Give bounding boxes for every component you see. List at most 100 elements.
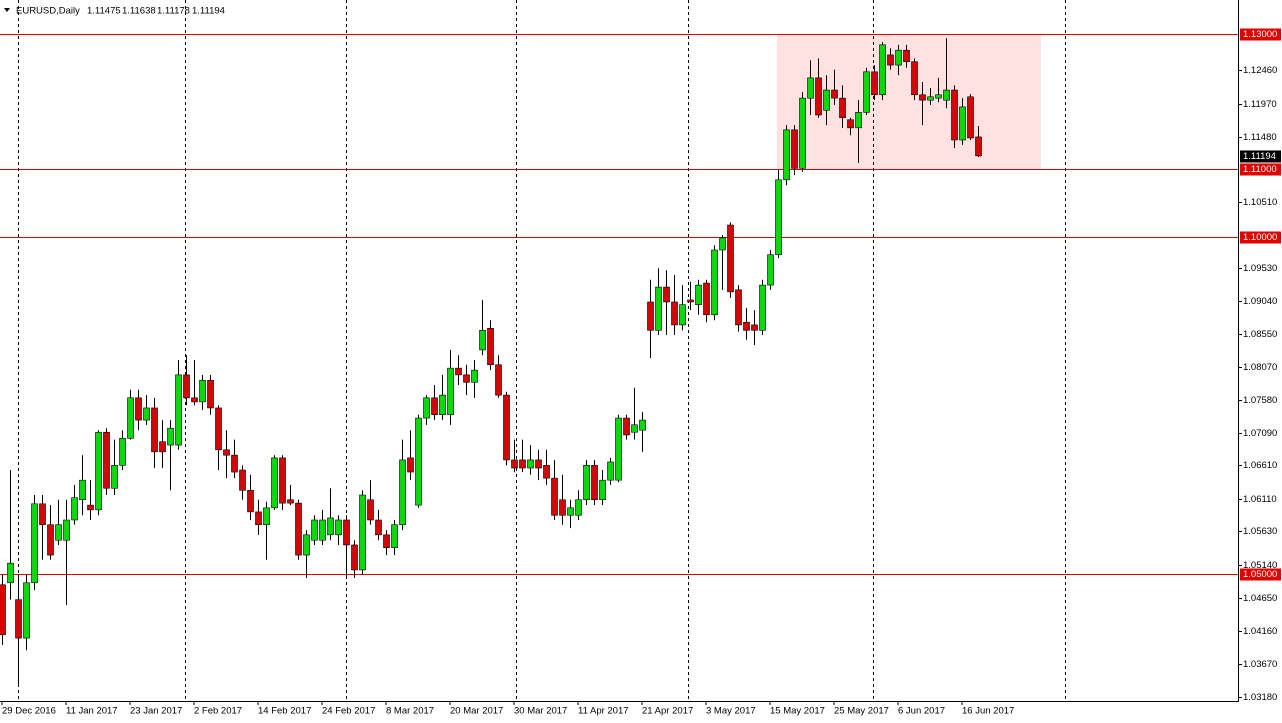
candle-body bbox=[127, 397, 134, 439]
candle-body bbox=[927, 96, 934, 101]
x-tick-label: 25 May 2017 bbox=[834, 706, 889, 717]
candle-body bbox=[511, 459, 518, 469]
y-tick-label: 1.11480 bbox=[1243, 132, 1277, 143]
candle-body bbox=[535, 459, 542, 469]
y-tick-label: 1.09040 bbox=[1243, 296, 1277, 307]
y-tick-label: 1.03180 bbox=[1243, 692, 1277, 703]
candle-body bbox=[591, 465, 598, 501]
level-label: 1.13000 bbox=[1243, 29, 1277, 40]
candle-body bbox=[719, 237, 726, 251]
candle-body bbox=[783, 129, 790, 181]
x-tick-label: 24 Feb 2017 bbox=[322, 706, 375, 717]
candle-body bbox=[559, 499, 566, 516]
candle-body bbox=[583, 465, 590, 501]
candle-body bbox=[159, 441, 166, 453]
x-tick-label: 20 Mar 2017 bbox=[450, 706, 503, 717]
candle-body bbox=[887, 54, 894, 66]
candle-body bbox=[399, 459, 406, 526]
candle-body bbox=[79, 479, 86, 501]
current-price-box bbox=[1240, 150, 1281, 163]
candle-body bbox=[951, 89, 958, 141]
candle-body bbox=[911, 61, 918, 96]
candle-body bbox=[215, 407, 222, 451]
candle-body bbox=[791, 129, 798, 169]
chart-title: EURUSD,Daily bbox=[16, 6, 80, 17]
candle-body bbox=[223, 449, 230, 456]
level-label-box bbox=[1240, 568, 1281, 581]
candle-body bbox=[191, 397, 198, 403]
y-tick-label: 1.05630 bbox=[1243, 526, 1277, 537]
candle-body bbox=[655, 286, 662, 331]
candle-body bbox=[775, 179, 782, 256]
x-tick-label: 8 Mar 2017 bbox=[386, 706, 434, 717]
candle-body bbox=[463, 374, 470, 383]
candle-body bbox=[935, 94, 942, 99]
candle-body bbox=[767, 254, 774, 286]
candle-body bbox=[863, 71, 870, 113]
level-label-box bbox=[1240, 28, 1281, 41]
candle-body bbox=[167, 427, 174, 446]
level-label: 1.10000 bbox=[1243, 232, 1277, 243]
candle-body bbox=[31, 503, 38, 584]
candle-body bbox=[39, 503, 46, 526]
candle-body bbox=[471, 369, 478, 383]
candle-body bbox=[679, 304, 686, 326]
candle-body bbox=[959, 106, 966, 141]
candle-body bbox=[279, 457, 286, 504]
candle-body bbox=[135, 397, 142, 421]
y-tick-label: 1.03670 bbox=[1243, 659, 1277, 670]
candle-body bbox=[695, 284, 702, 305]
y-tick-label: 1.04650 bbox=[1243, 593, 1277, 604]
candle-body bbox=[207, 379, 214, 409]
candle-body bbox=[519, 459, 526, 469]
candle-body bbox=[703, 282, 710, 316]
candle-body bbox=[919, 94, 926, 101]
candle-body bbox=[271, 457, 278, 509]
candle-body bbox=[143, 407, 150, 421]
y-tick-label: 1.07090 bbox=[1243, 428, 1277, 439]
candle-body bbox=[855, 112, 862, 129]
y-tick-label: 1.12460 bbox=[1243, 65, 1277, 76]
y-tick-label: 1.11970 bbox=[1243, 99, 1277, 110]
candle-body bbox=[807, 77, 814, 99]
y-tick-label: 1.07580 bbox=[1243, 395, 1277, 406]
candle-body bbox=[503, 394, 510, 461]
candle-body bbox=[447, 367, 454, 415]
x-tick-label: 16 Jun 2017 bbox=[962, 706, 1014, 717]
x-tick-label: 2 Feb 2017 bbox=[194, 706, 242, 717]
candle-body bbox=[551, 477, 558, 516]
candle-body bbox=[263, 507, 270, 526]
candle-body bbox=[871, 71, 878, 96]
candle-body bbox=[967, 96, 974, 139]
candle-body bbox=[71, 497, 78, 521]
candle-body bbox=[615, 417, 622, 481]
candle-body bbox=[879, 44, 886, 96]
candle-body bbox=[735, 289, 742, 326]
x-tick-label: 21 Apr 2017 bbox=[642, 706, 693, 717]
candle-body bbox=[407, 457, 414, 473]
candle-body bbox=[543, 465, 550, 479]
x-tick-label: 29 Dec 2016 bbox=[2, 706, 56, 717]
candle-body bbox=[895, 49, 902, 66]
candle-body bbox=[359, 494, 366, 571]
candle-body bbox=[599, 479, 606, 501]
candle-body bbox=[151, 407, 158, 453]
last-close: 1.11194 bbox=[192, 6, 225, 17]
candle-body bbox=[183, 374, 190, 399]
y-tick-label: 1.08550 bbox=[1243, 329, 1277, 340]
candle-body bbox=[287, 499, 294, 504]
candle-body bbox=[23, 582, 30, 639]
x-tick-label: 14 Feb 2017 bbox=[258, 706, 311, 717]
x-tick-label: 3 May 2017 bbox=[706, 706, 756, 717]
candle-body bbox=[343, 519, 350, 546]
x-tick-label: 6 Jun 2017 bbox=[898, 706, 945, 717]
candle-body bbox=[351, 544, 358, 571]
candle-body bbox=[431, 397, 438, 415]
last-high: 1.11638 bbox=[122, 6, 156, 17]
candle-body bbox=[311, 519, 318, 541]
x-tick-label: 11 Jan 2017 bbox=[66, 706, 118, 717]
candle-body bbox=[479, 330, 486, 351]
candle-body bbox=[831, 89, 838, 99]
candle-body bbox=[439, 394, 446, 415]
